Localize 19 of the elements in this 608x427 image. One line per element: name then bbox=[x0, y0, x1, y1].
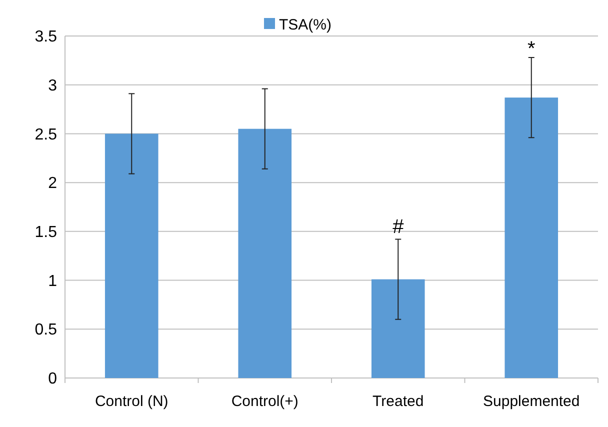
x-tick-label: Supplemented bbox=[483, 393, 580, 410]
annotation: # bbox=[392, 216, 405, 238]
y-tick-label: 3 bbox=[48, 77, 58, 94]
legend-label: TSA(%) bbox=[279, 16, 332, 34]
bar bbox=[104, 134, 158, 378]
y-tick-label: 0 bbox=[48, 370, 58, 388]
y-tick-label: 0.5 bbox=[34, 322, 58, 339]
y-tick-label: 2.5 bbox=[34, 126, 58, 144]
y-tick-label: 3.5 bbox=[34, 28, 58, 46]
bar bbox=[238, 128, 292, 378]
annotation: * bbox=[527, 38, 536, 60]
x-tick-label: Control (N) bbox=[94, 393, 168, 410]
y-tick-label: 1 bbox=[48, 272, 58, 290]
bar bbox=[504, 98, 558, 378]
y-tick-label: 1.5 bbox=[34, 224, 58, 242]
x-tick-label: Control(+) bbox=[231, 393, 298, 410]
x-tick-label: Treated bbox=[372, 393, 424, 410]
y-tick-label: 2 bbox=[48, 175, 58, 192]
bar bbox=[371, 279, 425, 378]
